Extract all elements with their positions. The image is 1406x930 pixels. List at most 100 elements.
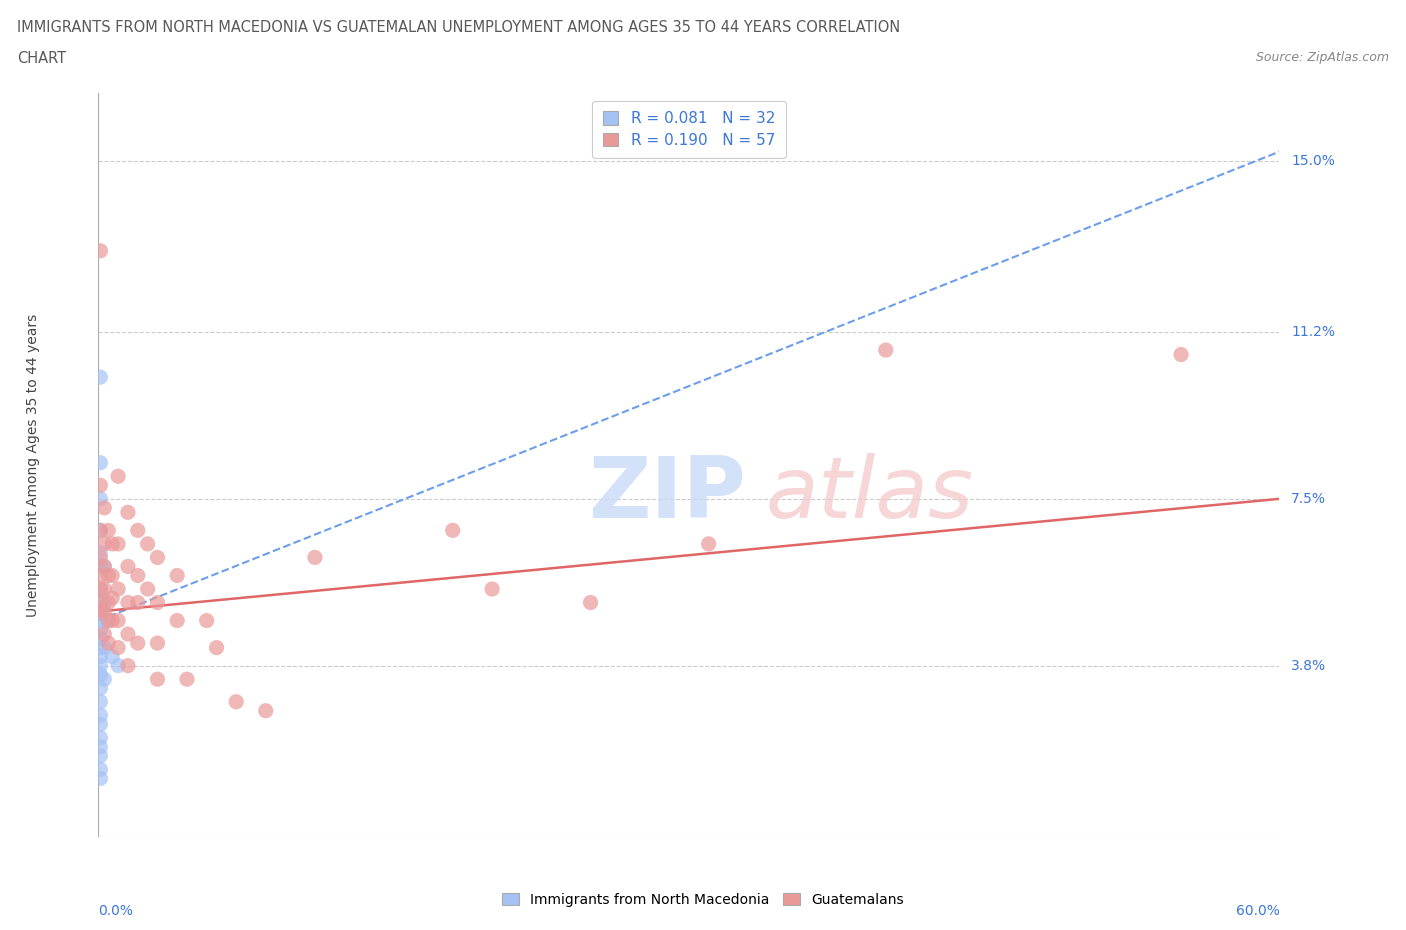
Point: [89, 695, 111, 710]
Point: [93, 559, 115, 574]
Point: [875, 342, 897, 357]
Text: 60.0%: 60.0%: [1236, 904, 1279, 918]
Point: [101, 537, 124, 551]
Point: [89, 613, 111, 628]
Point: [97, 636, 120, 651]
Point: [1170, 347, 1192, 362]
Point: [146, 550, 169, 565]
Point: [89, 581, 111, 596]
Text: IMMIGRANTS FROM NORTH MACEDONIA VS GUATEMALAN UNEMPLOYMENT AMONG AGES 35 TO 44 Y: IMMIGRANTS FROM NORTH MACEDONIA VS GUATE…: [17, 20, 900, 35]
Point: [117, 627, 139, 642]
Text: 11.2%: 11.2%: [1291, 325, 1336, 339]
Point: [89, 762, 111, 777]
Point: [93, 627, 115, 642]
Legend: Immigrants from North Macedonia, Guatemalans: Immigrants from North Macedonia, Guatema…: [495, 886, 911, 914]
Point: [97, 568, 120, 583]
Point: [89, 369, 111, 384]
Point: [101, 613, 124, 628]
Point: [579, 595, 602, 610]
Point: [101, 649, 124, 664]
Point: [107, 640, 129, 655]
Point: [117, 595, 139, 610]
Point: [89, 730, 111, 745]
Point: [89, 749, 111, 764]
Point: [89, 739, 111, 754]
Point: [93, 671, 115, 686]
Point: [89, 717, 111, 732]
Point: [166, 568, 188, 583]
Point: [107, 658, 129, 673]
Point: [146, 636, 169, 651]
Point: [89, 568, 111, 583]
Text: 3.8%: 3.8%: [1291, 658, 1326, 672]
Point: [89, 649, 111, 664]
Point: [89, 658, 111, 673]
Point: [481, 581, 503, 596]
Point: [89, 640, 111, 655]
Point: [89, 771, 111, 786]
Point: [89, 456, 111, 471]
Point: [117, 505, 139, 520]
Point: [89, 478, 111, 493]
Point: [97, 613, 120, 628]
Point: [89, 681, 111, 696]
Point: [107, 469, 129, 484]
Text: atlas: atlas: [766, 453, 974, 537]
Point: [93, 595, 115, 610]
Point: [97, 613, 120, 628]
Point: [93, 500, 115, 515]
Point: [117, 658, 139, 673]
Point: [89, 595, 111, 610]
Point: [89, 523, 111, 538]
Point: [89, 622, 111, 637]
Point: [254, 703, 277, 718]
Point: [89, 244, 111, 259]
Point: [225, 695, 247, 710]
Text: 7.5%: 7.5%: [1291, 492, 1326, 506]
Point: [93, 581, 115, 596]
Point: [304, 550, 326, 565]
Point: [176, 671, 198, 686]
Point: [97, 523, 120, 538]
Text: 0.0%: 0.0%: [98, 904, 134, 918]
Point: [93, 537, 115, 551]
Point: [166, 613, 188, 628]
Legend: R = 0.081   N = 32, R = 0.190   N = 57: R = 0.081 N = 32, R = 0.190 N = 57: [592, 100, 786, 158]
Point: [89, 604, 111, 619]
Point: [89, 708, 111, 723]
Point: [89, 559, 111, 574]
Point: [89, 631, 111, 646]
Point: [89, 546, 111, 561]
Point: [127, 523, 149, 538]
Point: [136, 581, 159, 596]
Point: [195, 613, 218, 628]
Point: [146, 595, 169, 610]
Text: Source: ZipAtlas.com: Source: ZipAtlas.com: [1256, 51, 1389, 64]
Point: [93, 604, 115, 619]
Point: [89, 667, 111, 682]
Point: [127, 595, 149, 610]
Point: [101, 568, 124, 583]
Point: [93, 640, 115, 655]
Point: [89, 581, 111, 596]
Text: 15.0%: 15.0%: [1291, 153, 1336, 167]
Point: [697, 537, 720, 551]
Point: [89, 491, 111, 506]
Text: ZIP: ZIP: [589, 453, 747, 537]
Point: [89, 604, 111, 619]
Point: [117, 559, 139, 574]
Point: [127, 636, 149, 651]
Point: [205, 640, 228, 655]
Point: [146, 671, 169, 686]
Point: [97, 595, 120, 610]
Point: [107, 581, 129, 596]
Point: [107, 613, 129, 628]
Point: [89, 595, 111, 610]
Text: CHART: CHART: [17, 51, 66, 66]
Point: [93, 559, 115, 574]
Point: [441, 523, 464, 538]
Point: [127, 568, 149, 583]
Point: [89, 523, 111, 538]
Point: [101, 591, 124, 605]
Text: Unemployment Among Ages 35 to 44 years: Unemployment Among Ages 35 to 44 years: [27, 313, 41, 617]
